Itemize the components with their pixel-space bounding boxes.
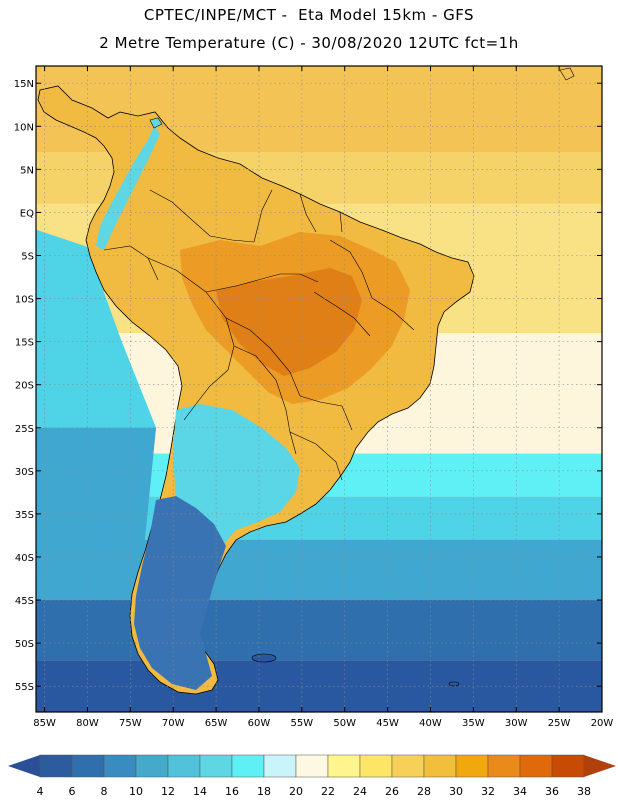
colorbar-box xyxy=(295,754,329,778)
latitude-label: 25S xyxy=(15,424,34,435)
latitude-label: 5N xyxy=(20,165,34,176)
latitude-label: 10N xyxy=(14,122,34,133)
colorbar-label: 14 xyxy=(193,785,207,798)
colorbar-box xyxy=(327,754,361,778)
latitude-label: 15S xyxy=(15,338,34,349)
latitude-label: 35S xyxy=(15,510,34,521)
latitude-label: 15N xyxy=(14,79,34,90)
title-line-1: CPTEC/INPE/MCT - Eta Model 15km - GFS xyxy=(143,6,475,24)
colorbar-labels: 4 6 8 10 12 14 16 18 20 22 24 26 28 30 32 34 36 38 xyxy=(37,785,592,798)
map-frame xyxy=(35,65,603,713)
colorbar-label: 38 xyxy=(577,785,591,798)
axis-ticks xyxy=(36,66,603,712)
island xyxy=(559,67,575,81)
south-america-land xyxy=(37,85,475,695)
andes-cold-zone xyxy=(96,126,160,250)
colorbar-label: 12 xyxy=(161,785,175,798)
colorbar-label: 28 xyxy=(417,785,431,798)
longitude-label: 30W xyxy=(505,718,528,729)
colorbar-box xyxy=(359,754,393,778)
colorbar-box xyxy=(391,754,425,778)
longitude-label: 65W xyxy=(205,718,228,729)
colorbar-label: 18 xyxy=(257,785,271,798)
latitude-label: 20S xyxy=(15,381,34,392)
longitude-label: 70W xyxy=(162,718,185,729)
colorbar-label: 32 xyxy=(481,785,495,798)
colorbar-boxes xyxy=(39,754,585,778)
south-georgia-island xyxy=(448,681,460,687)
colorbar-label: 24 xyxy=(353,785,367,798)
colorbar-box xyxy=(199,754,233,778)
patagonia-cold-zone xyxy=(134,496,226,690)
colorbar-label: 30 xyxy=(449,785,463,798)
longitude-label: 80W xyxy=(76,718,99,729)
colorbar-box xyxy=(551,754,585,778)
colorbar-box xyxy=(39,754,73,778)
colorbar-box xyxy=(455,754,489,778)
longitude-labels: 85W 80W 75W 70W 65W 60W 55W 50W 45W 40W 35W 30W 25W 2… xyxy=(33,718,613,729)
map-field xyxy=(36,66,602,712)
latitude-label: 50S xyxy=(15,639,34,650)
colorbar-label: 4 xyxy=(37,785,44,798)
colorbar-label: 22 xyxy=(321,785,335,798)
latitude-label: 45S xyxy=(15,596,34,607)
longitude-label: 75W xyxy=(119,718,142,729)
latitude-label: 10S xyxy=(15,295,34,306)
latitude-label: 40S xyxy=(15,553,34,564)
colorbar-box xyxy=(71,754,105,778)
colorbar-box xyxy=(103,754,137,778)
falkland-islands xyxy=(251,653,277,663)
colorbar-label: 34 xyxy=(513,785,527,798)
longitude-label: 35W xyxy=(462,718,485,729)
latitude-label: 30S xyxy=(15,467,34,478)
latitude-labels: 15N 10N 5N EQ 5S 10S 15S 20S 25S 30S 35S 40S 45S 50S 5… xyxy=(14,79,34,693)
colorbar: 4 6 8 10 12 14 16 18 20 22 24 26 28 30 32 34 36 38 xyxy=(8,754,616,798)
ocean-band xyxy=(36,600,602,661)
colorbar-label: 16 xyxy=(225,785,239,798)
colorbar-box xyxy=(263,754,297,778)
longitude-label: 50W xyxy=(333,718,356,729)
colorbar-box xyxy=(487,754,521,778)
colorbar-box xyxy=(423,754,457,778)
longitude-label: 85W xyxy=(33,718,56,729)
colorbar-box xyxy=(135,754,169,778)
colorbar-label: 26 xyxy=(385,785,399,798)
colorbar-high-arrow xyxy=(584,755,616,777)
longitude-label: 20W xyxy=(591,718,614,729)
longitude-label: 45W xyxy=(376,718,399,729)
colorbar-low-arrow xyxy=(8,755,40,777)
colorbar-label: 20 xyxy=(289,785,303,798)
colorbar-box xyxy=(519,754,553,778)
colorbar-box xyxy=(167,754,201,778)
colorbar-label: 8 xyxy=(101,785,108,798)
latitude-label: 55S xyxy=(15,682,34,693)
latitude-label: 5S xyxy=(21,251,34,262)
longitude-label: 60W xyxy=(248,718,271,729)
title-line-2: 2 Metre Temperature (C) - 30/08/2020 12U… xyxy=(99,34,519,52)
colorbar-label: 10 xyxy=(129,785,143,798)
longitude-label: 55W xyxy=(291,718,314,729)
longitude-label: 40W xyxy=(419,718,442,729)
island xyxy=(149,117,163,129)
colorbar-box xyxy=(231,754,265,778)
longitude-label: 25W xyxy=(548,718,571,729)
land-hot-zone xyxy=(216,268,362,376)
ocean-band xyxy=(36,660,602,712)
colorbar-label: 36 xyxy=(545,785,559,798)
colorbar-label: 6 xyxy=(69,785,76,798)
latitude-label: EQ xyxy=(20,208,34,219)
